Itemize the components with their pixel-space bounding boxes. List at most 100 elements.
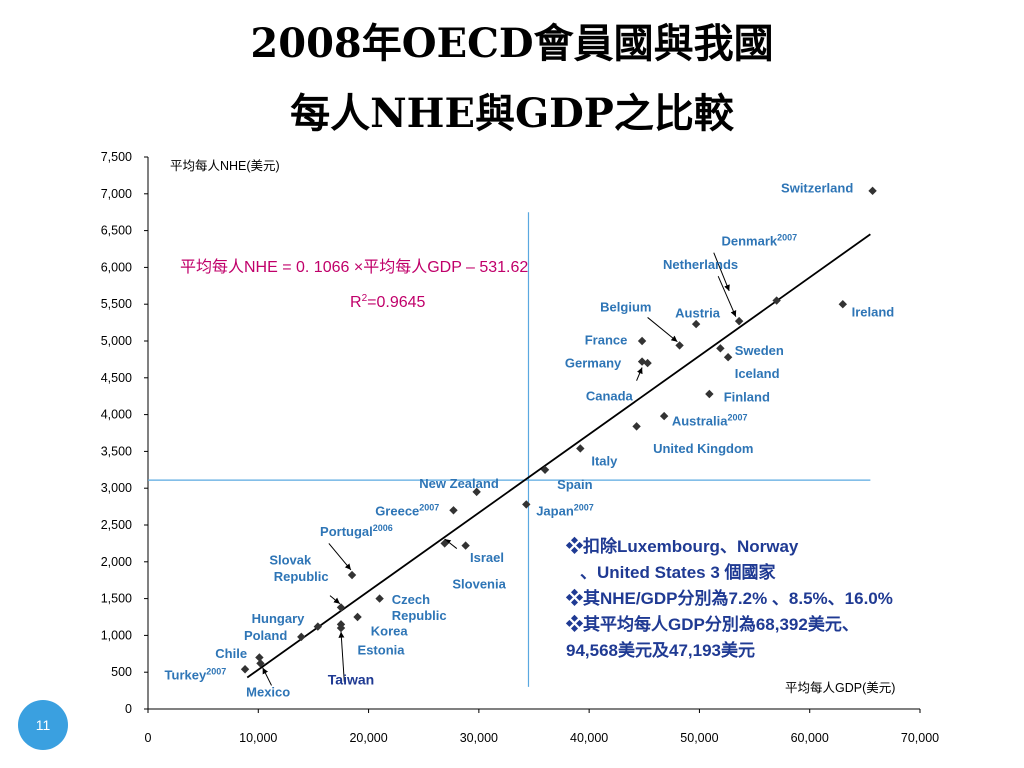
notes-box: ❖扣除Luxembourg、Norway 、United States 3 個國… xyxy=(566,534,1006,664)
country-label: Switzerland xyxy=(781,180,853,195)
data-point-marker xyxy=(353,612,362,622)
country-label: Portugal2006 xyxy=(320,523,393,539)
country-label: Estonia xyxy=(358,643,406,658)
data-point-marker xyxy=(675,341,684,350)
x-tick-label: 0 xyxy=(145,731,152,745)
note-line-2: 、United States 3 個國家 xyxy=(580,563,776,582)
data-point-marker xyxy=(297,632,306,642)
bullet-icon: ❖ xyxy=(566,589,583,608)
slide-title-line2: 每人NHE與GDP之比較 xyxy=(290,90,734,137)
data-point-marker xyxy=(659,411,669,421)
x-tick-label: 70,000 xyxy=(901,731,939,745)
data-point-marker xyxy=(637,357,647,366)
country-label: Ireland xyxy=(852,305,895,320)
country-label: Hungary xyxy=(252,611,306,626)
country-label: Turkey2007 xyxy=(165,667,227,683)
data-point-marker xyxy=(723,352,733,362)
country-label: Japan2007 xyxy=(536,502,594,518)
label-arrow xyxy=(647,317,678,343)
country-label: Republic xyxy=(392,608,447,623)
data-point-marker xyxy=(449,506,458,515)
country-label: Sweden xyxy=(735,343,784,358)
reference-lines xyxy=(148,212,871,687)
data-point-marker xyxy=(838,300,847,309)
data-point-marker xyxy=(255,653,264,662)
country-label: Italy xyxy=(591,453,618,468)
bullet-icon: ❖ xyxy=(566,615,583,634)
label-arrow xyxy=(636,367,643,381)
data-point-marker xyxy=(440,539,449,548)
x-tick-label: 10,000 xyxy=(239,731,277,745)
r-squared-value: =0.9645 xyxy=(367,294,425,311)
y-tick-label: 5,500 xyxy=(101,297,132,311)
y-tick-label: 4,500 xyxy=(101,371,132,385)
y-tick-label: 6,500 xyxy=(101,224,132,238)
bullet-icon: ❖ xyxy=(566,537,583,556)
country-label: Korea xyxy=(371,623,409,638)
y-tick-label: 3,000 xyxy=(101,481,132,495)
note-line-4: ❖其平均每人GDP分別為68,392美元、 xyxy=(566,615,859,634)
label-arrow xyxy=(713,252,730,292)
x-axis-label: 平均每人GDP(美元) xyxy=(785,680,895,695)
data-point-marker xyxy=(691,319,701,329)
data-point-marker xyxy=(347,570,357,580)
data-point-marker xyxy=(472,487,481,497)
data-point-marker xyxy=(772,296,781,305)
label-arrow xyxy=(444,538,458,549)
country-label: United Kingdom xyxy=(653,441,753,456)
x-tick-label: 30,000 xyxy=(460,731,498,745)
regression-line-group xyxy=(246,233,871,679)
y-axis-label: 平均每人NHE(美元) xyxy=(170,158,280,173)
country-label: Iceland xyxy=(735,366,780,381)
note-line-5: 94,568美元及47,193美元 xyxy=(566,641,755,660)
country-label: Slovenia xyxy=(452,576,506,591)
country-label: Finland xyxy=(724,389,770,404)
country-label: New Zealand xyxy=(419,476,499,491)
country-label: Chile xyxy=(215,646,247,661)
data-point-marker xyxy=(632,422,641,431)
y-tick-label: 3,500 xyxy=(101,444,132,458)
taiwan-label: Taiwan xyxy=(328,672,374,688)
data-point-marker xyxy=(522,500,531,509)
country-label: Slovak xyxy=(269,553,312,568)
data-point-marker xyxy=(336,603,346,612)
y-tick-label: 2,500 xyxy=(101,518,132,532)
country-label: Poland xyxy=(244,628,287,643)
x-tick-label: 60,000 xyxy=(791,731,829,745)
data-point-marker xyxy=(336,623,346,633)
country-label: Germany xyxy=(565,355,622,370)
country-label: Belgium xyxy=(600,300,651,315)
y-tick-label: 1,000 xyxy=(101,628,132,642)
r-squared: R2=0.9645 xyxy=(350,293,426,311)
data-point-marker xyxy=(576,444,585,453)
country-label: Australia2007 xyxy=(672,413,748,429)
data-point-marker xyxy=(637,336,647,346)
country-label: Spain xyxy=(557,477,592,492)
country-label: Canada xyxy=(586,389,634,404)
data-point-marker xyxy=(540,465,550,474)
y-tick-label: 500 xyxy=(111,665,132,679)
chart-axes: 0 500 1,000 1,500 2,000 2,500 3,000 3,500 4,000 4… xyxy=(101,150,939,745)
y-tick-label: 1,500 xyxy=(101,592,132,606)
slide-title-line1: 2008年OECD會員國與我國 xyxy=(250,20,774,67)
regression-equation: 平均每人NHE = 0. 1066 ×平均每人GDP – 531.62 xyxy=(180,258,528,276)
y-tick-label: 5,000 xyxy=(101,334,132,348)
r-squared-sup: 2 xyxy=(362,293,368,304)
label-arrow xyxy=(717,276,737,317)
country-label: France xyxy=(585,333,628,348)
page-number-badge: 11 xyxy=(18,700,68,750)
note-line-1: ❖扣除Luxembourg、Norway xyxy=(566,537,799,556)
country-label: Czech xyxy=(392,592,430,607)
y-tick-label: 7,000 xyxy=(101,187,132,201)
label-arrow xyxy=(338,631,345,682)
regression-line xyxy=(246,233,871,679)
country-label: Greece2007 xyxy=(375,502,439,518)
country-label: Mexico xyxy=(246,684,290,699)
country-label: Republic xyxy=(274,569,329,584)
data-point-marker xyxy=(375,594,384,603)
country-labels: Switzerland Denmark2007 Netherlands Belgium… xyxy=(165,180,895,699)
label-arrow xyxy=(262,667,272,686)
country-label: Denmark2007 xyxy=(721,232,797,248)
r-squared-base: R xyxy=(350,294,362,311)
